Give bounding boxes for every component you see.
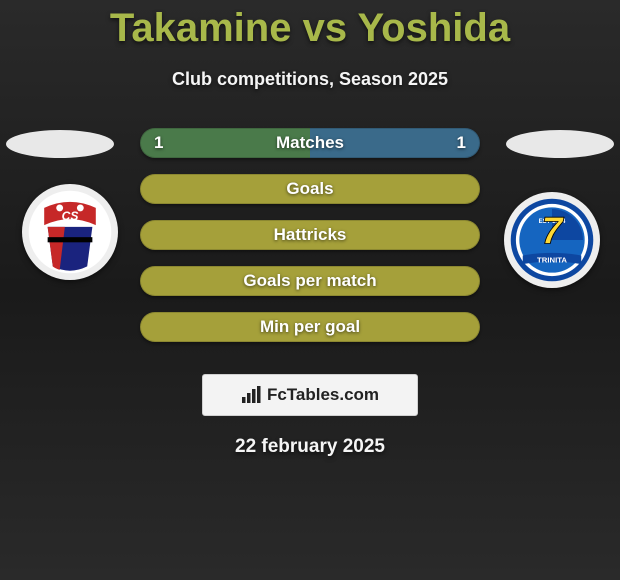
stat-bar-matches: 1 Matches 1 [140, 128, 480, 158]
comparison-stage: CS EST 1994 7 TRINITA 1 Matches 1 Goals … [0, 120, 620, 360]
stat-label: Goals [286, 179, 333, 199]
stat-bar-gpm: Goals per match [140, 266, 480, 296]
stat-bars: 1 Matches 1 Goals Hattricks Goals per ma… [140, 128, 480, 358]
stat-label: Matches [276, 133, 344, 153]
team-badge-right: EST 1994 7 TRINITA [504, 192, 600, 288]
stat-label: Hattricks [274, 225, 347, 245]
match-date: 22 february 2025 [0, 436, 620, 458]
team-badge-left: CS [22, 184, 118, 280]
consadole-badge-icon: CS [27, 189, 113, 275]
stat-label: Goals per match [243, 271, 376, 291]
player-photo-left-placeholder [6, 130, 114, 158]
page-subtitle: Club competitions, Season 2025 [0, 69, 620, 90]
stat-value-right: 1 [457, 133, 466, 153]
svg-text:TRINITA: TRINITA [537, 255, 567, 264]
stat-value-left: 1 [154, 133, 163, 153]
bar-chart-icon [241, 386, 261, 404]
stat-bar-goals: Goals [140, 174, 480, 204]
svg-text:7: 7 [541, 210, 564, 252]
player-photo-right-placeholder [506, 130, 614, 158]
stat-bar-hattricks: Hattricks [140, 220, 480, 250]
stat-label: Min per goal [260, 317, 360, 337]
trinita-badge-icon: EST 1994 7 TRINITA [509, 197, 595, 283]
branding-text: FcTables.com [267, 385, 379, 405]
page-title: Takamine vs Yoshida [0, 0, 620, 51]
branding-link[interactable]: FcTables.com [202, 374, 418, 416]
svg-text:CS: CS [62, 209, 79, 223]
stat-bar-mpg: Min per goal [140, 312, 480, 342]
